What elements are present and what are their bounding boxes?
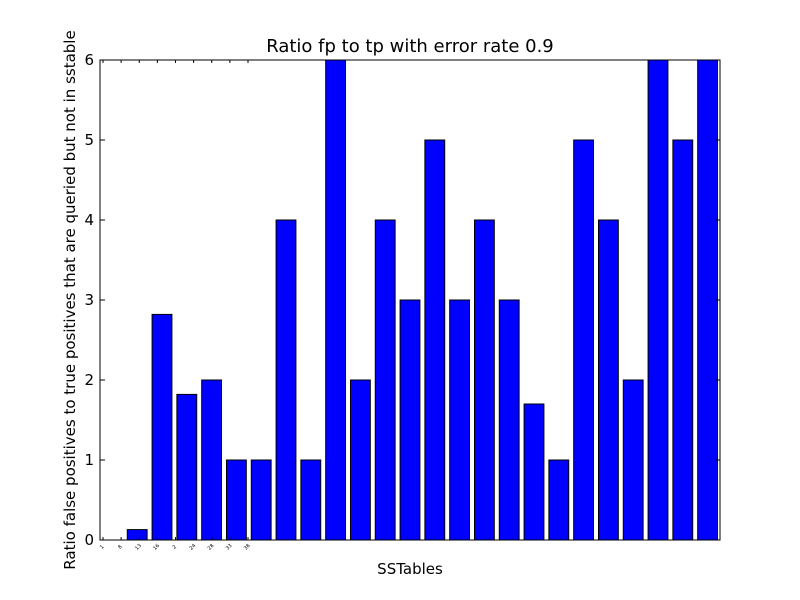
bar	[275, 219, 297, 541]
bar	[473, 219, 495, 541]
bar	[250, 459, 272, 541]
x-tick-label: 24	[189, 543, 198, 552]
bar	[300, 459, 322, 541]
x-axis-label: SSTables	[377, 560, 443, 578]
bar	[523, 403, 545, 541]
y-tick-label: 1	[84, 451, 94, 469]
bar	[573, 139, 595, 541]
y-tick-label: 6	[84, 51, 94, 69]
bar	[201, 379, 223, 541]
y-tick-label: 0	[84, 531, 94, 549]
bar	[151, 313, 173, 541]
y-tick-label: 3	[84, 291, 94, 309]
bar	[325, 59, 347, 541]
bar	[349, 379, 371, 541]
y-tick-label: 5	[84, 131, 94, 149]
bar	[622, 379, 644, 541]
bar	[647, 59, 669, 541]
x-tick-label: 33	[225, 543, 234, 552]
x-tick-label: 38	[243, 543, 252, 552]
bar	[176, 393, 198, 541]
bar	[126, 529, 148, 541]
bar	[424, 139, 446, 541]
bar	[597, 219, 619, 541]
bar	[374, 219, 396, 541]
bar	[225, 459, 247, 541]
bar	[697, 59, 719, 541]
x-tick-label: 8	[117, 544, 123, 550]
bar	[399, 299, 421, 541]
bar	[672, 139, 694, 541]
bar	[498, 299, 520, 541]
bar	[548, 459, 570, 541]
bars-layer	[126, 59, 719, 541]
x-tick-label: 13	[134, 543, 143, 552]
bar	[449, 299, 471, 541]
y-tick-label: 2	[84, 371, 94, 389]
chart-title: Ratio fp to tp with error rate 0.9	[266, 36, 554, 57]
x-tick-label: 16	[152, 543, 161, 552]
x-tick-label: 28	[207, 543, 216, 552]
y-axis-label: Ratio false positives to true positives …	[61, 30, 79, 569]
x-tick-label: 2	[172, 544, 178, 550]
y-tick-label: 4	[84, 211, 94, 229]
x-tick-label: 1	[99, 544, 105, 550]
